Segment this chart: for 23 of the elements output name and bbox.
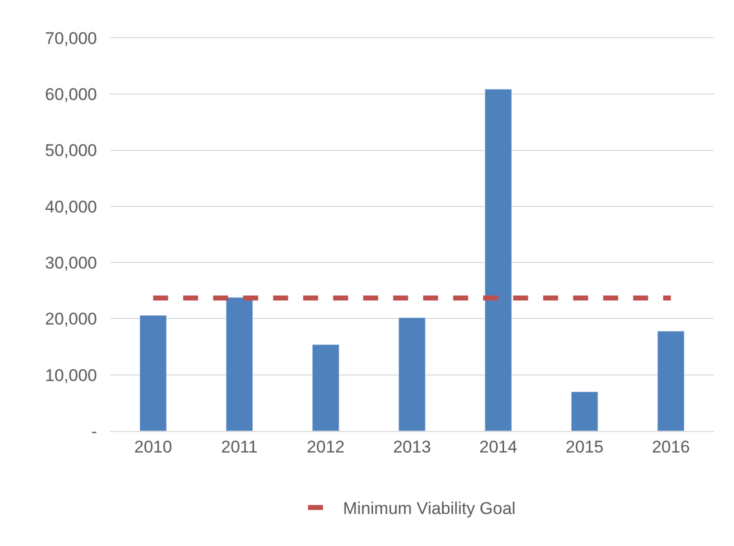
x-tick-label: 2015 — [566, 437, 604, 456]
bar — [657, 330, 684, 431]
bar — [398, 317, 426, 431]
legend-label: Minimum Viability Goal — [343, 499, 516, 518]
y-tick-label: 60,000 — [45, 85, 97, 104]
bar — [226, 297, 254, 431]
y-tick-label: 40,000 — [45, 197, 97, 216]
bar — [484, 88, 512, 431]
y-tick-label: 20,000 — [45, 310, 97, 329]
x-tick-label: 2016 — [652, 437, 690, 456]
x-tick-label: 2012 — [306, 437, 345, 456]
bar — [140, 315, 167, 431]
x-tick-label: 2010 — [134, 437, 172, 456]
y-tick-label: - — [91, 422, 97, 441]
bar — [570, 391, 598, 431]
x-tick-label: 2011 — [221, 437, 258, 456]
x-tick-label: 2013 — [393, 437, 431, 456]
y-tick-label: 50,000 — [45, 141, 97, 160]
bar — [312, 344, 340, 431]
y-tick-label: 10,000 — [45, 366, 97, 385]
y-tick-label: 70,000 — [45, 28, 97, 48]
y-tick-label: 30,000 — [45, 254, 97, 273]
x-tick-label: 2014 — [479, 437, 518, 456]
